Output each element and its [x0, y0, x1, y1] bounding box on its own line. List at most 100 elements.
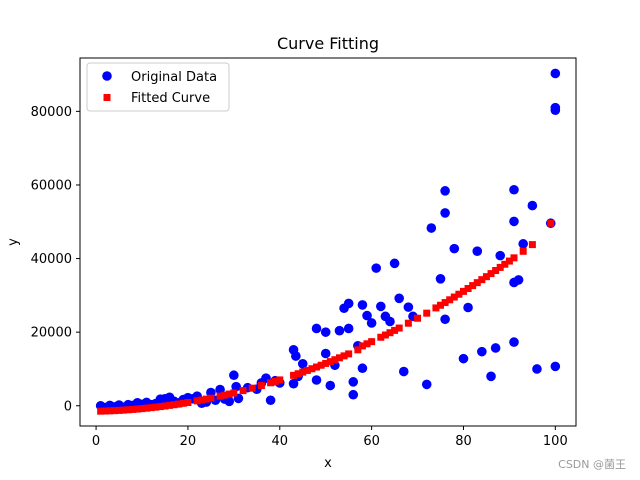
- fitted-point: [230, 389, 238, 397]
- data-point: [320, 327, 331, 337]
- fitted-point: [143, 404, 151, 412]
- fitted-point: [207, 394, 215, 402]
- data-point: [421, 379, 432, 390]
- fitted-point: [423, 309, 431, 317]
- fitted-point: [202, 395, 210, 403]
- data-point: [532, 364, 542, 374]
- x-tick-label: 100: [543, 434, 568, 449]
- fitted-point: [381, 331, 389, 339]
- data-point: [490, 343, 501, 353]
- fitted-point: [129, 405, 137, 413]
- fitted-point: [166, 401, 174, 409]
- fitted-point: [482, 273, 490, 281]
- fitted-point: [221, 391, 229, 399]
- data-point: [231, 381, 241, 392]
- x-tick-label: 20: [180, 434, 197, 449]
- data-point: [486, 371, 496, 382]
- data-point: [357, 363, 368, 374]
- data-point: [458, 353, 469, 364]
- data-point: [385, 316, 395, 327]
- data-point: [265, 395, 276, 406]
- x-tick-label: 0: [92, 434, 100, 449]
- data-point: [348, 377, 359, 387]
- fitted-point: [101, 407, 109, 415]
- fitted-point: [391, 326, 399, 334]
- fitted-point: [450, 293, 458, 301]
- plot-area: [95, 68, 561, 415]
- fitted-point: [473, 279, 481, 287]
- data-point: [513, 275, 524, 285]
- data-point: [224, 396, 235, 407]
- data-point: [311, 375, 322, 385]
- fitted-point: [395, 324, 403, 332]
- fitted-point: [354, 346, 362, 354]
- fitted-point: [469, 282, 477, 290]
- fitted-point: [505, 257, 513, 265]
- fitted-point: [303, 366, 311, 374]
- y-tick-label: 40000: [31, 252, 72, 267]
- data-point: [435, 274, 446, 284]
- fitted-point: [441, 299, 449, 307]
- fitted-point: [345, 350, 353, 358]
- data-point: [440, 208, 450, 218]
- fitted-point: [317, 361, 325, 369]
- data-point: [426, 223, 437, 233]
- data-point: [291, 351, 301, 361]
- fitted-point: [478, 276, 486, 284]
- data-point: [527, 200, 538, 211]
- fitted-point: [257, 382, 265, 390]
- data-point: [325, 380, 336, 391]
- fitted-point: [156, 403, 164, 411]
- x-axis-ticks: 0 20 40 60 80 100: [92, 426, 568, 449]
- fitted-point: [404, 319, 412, 327]
- fitted-point: [528, 241, 536, 249]
- fitted-point: [358, 342, 366, 350]
- fitted-point: [290, 371, 298, 379]
- watermark-text: CSDN @菌王: [558, 458, 626, 471]
- legend-box: [86, 62, 230, 112]
- fitted-point: [496, 263, 504, 271]
- fitted-point: [501, 260, 509, 268]
- legend-marker-fitted-curve: [103, 94, 111, 101]
- data-point: [288, 378, 299, 389]
- x-tick-label: 80: [455, 434, 472, 449]
- fitted-point: [492, 267, 500, 275]
- data-point: [343, 298, 354, 309]
- fitted-point: [152, 403, 160, 411]
- fitted-point: [437, 301, 445, 309]
- fitted-point: [271, 377, 279, 385]
- fitted-point: [340, 352, 348, 360]
- data-point: [334, 325, 345, 336]
- chart-title: Curve Fitting: [277, 34, 379, 53]
- fitted-point: [322, 359, 330, 367]
- axes-frame: [79, 57, 577, 427]
- fitted-point: [386, 329, 394, 337]
- data-point: [550, 105, 561, 116]
- fitted-point: [464, 285, 472, 293]
- data-point: [371, 263, 382, 273]
- data-point: [311, 323, 322, 334]
- fitted-point: [519, 247, 527, 255]
- data-point: [472, 246, 483, 256]
- fitted-point: [110, 407, 118, 415]
- data-point: [550, 68, 561, 79]
- fitted-point: [133, 405, 141, 413]
- fitted-point: [299, 368, 307, 376]
- fitted-point: [147, 404, 155, 412]
- legend: Original Data Fitted Curve: [86, 62, 230, 112]
- fitted-point: [175, 400, 183, 408]
- y-axis-label: y: [6, 238, 21, 246]
- data-point: [357, 300, 368, 310]
- fitted-point: [455, 290, 463, 298]
- fitted-point: [487, 270, 495, 278]
- data-point: [320, 348, 331, 359]
- data-point: [518, 239, 528, 249]
- data-point: [229, 370, 239, 381]
- legend-label-original-data: Original Data: [131, 70, 217, 85]
- fitted-point: [432, 304, 440, 312]
- data-point: [343, 323, 354, 334]
- data-point: [348, 389, 359, 400]
- fitted-point: [446, 296, 454, 304]
- fitted-point: [170, 401, 178, 409]
